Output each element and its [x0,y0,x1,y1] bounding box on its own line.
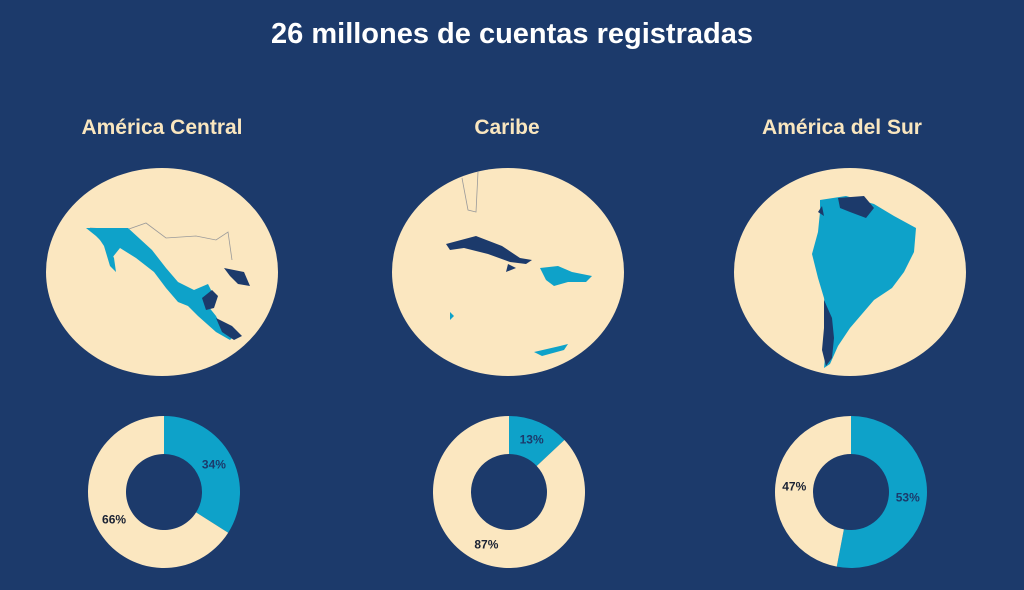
chile-shape [822,300,834,366]
map-background [392,168,624,376]
jamaica-shape [506,264,516,272]
venezuela-coast-shape [534,344,568,356]
south-america-shape [812,196,916,368]
baja-california-shape [96,234,116,272]
hispaniola-shape [540,266,592,286]
donut-data-label: 87% [474,537,498,551]
caribbean-islands-map [392,168,624,376]
donut-slice [164,416,240,533]
donut-slice [775,416,851,567]
border-line [461,171,479,213]
mexico-shape [86,228,236,340]
donut-slice [509,416,565,466]
south-america-map [734,168,966,376]
donut-chart-south-america: 53% 47% [775,416,928,568]
donut-data-label: 53% [896,490,920,504]
donut-data-label: 34% [202,458,226,472]
region-label-caribbean: Caribe [474,116,540,139]
donut-slice [433,416,585,568]
border-line [89,222,233,261]
donut-chart-central-america: 34% 66% [88,416,240,568]
venezuela-shape [838,196,874,218]
donut-slice [88,416,229,568]
donut-chart-caribbean: 13% 87% [433,416,585,568]
page-title: 26 millones de cuentas registradas [271,18,753,50]
cuba-shape [446,236,532,264]
donut-data-label: 66% [102,512,126,526]
small-island-shape [450,312,454,320]
donut-slice [836,416,928,568]
donut-data-label: 13% [520,433,544,447]
region-label-central-america: América Central [81,116,243,139]
yucatan-shape [202,290,218,310]
region-label-south-america: América del Sur [762,116,922,139]
donut-data-label: 47% [782,480,806,494]
colombia-coast-shape [818,206,824,216]
isthmus-shape [216,318,242,340]
central-america-mexico-map [46,168,278,376]
cuba-shape [224,268,250,286]
